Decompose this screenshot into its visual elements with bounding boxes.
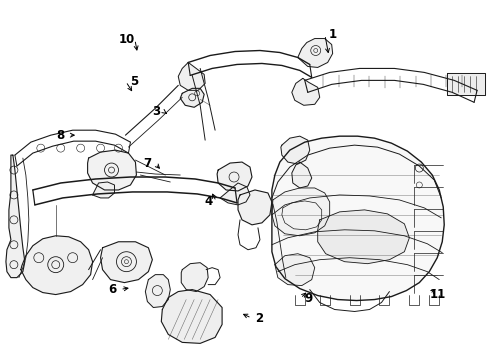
Polygon shape	[180, 88, 204, 107]
Polygon shape	[272, 188, 330, 236]
Text: 7: 7	[143, 157, 151, 170]
Polygon shape	[292, 162, 312, 188]
Text: 8: 8	[56, 129, 65, 142]
Polygon shape	[447, 73, 485, 95]
Polygon shape	[281, 136, 310, 164]
Polygon shape	[161, 289, 222, 343]
Polygon shape	[93, 182, 115, 198]
Text: 6: 6	[108, 283, 116, 296]
Text: 2: 2	[256, 311, 264, 325]
Text: 11: 11	[430, 288, 446, 301]
Text: 1: 1	[329, 28, 337, 41]
Polygon shape	[100, 242, 152, 283]
Polygon shape	[272, 136, 444, 301]
Polygon shape	[88, 150, 136, 190]
Text: 4: 4	[204, 195, 213, 208]
Polygon shape	[275, 254, 315, 285]
Polygon shape	[181, 263, 208, 292]
Polygon shape	[178, 62, 205, 90]
Polygon shape	[220, 183, 250, 205]
Polygon shape	[238, 190, 272, 225]
Polygon shape	[292, 78, 319, 105]
Polygon shape	[298, 39, 333, 67]
Polygon shape	[318, 210, 409, 264]
Polygon shape	[21, 236, 93, 294]
Text: 3: 3	[152, 105, 160, 118]
Polygon shape	[146, 275, 171, 307]
Text: 10: 10	[119, 33, 135, 46]
Text: 9: 9	[304, 292, 313, 305]
Text: 5: 5	[129, 75, 138, 88]
Polygon shape	[217, 162, 252, 191]
Polygon shape	[6, 155, 25, 278]
